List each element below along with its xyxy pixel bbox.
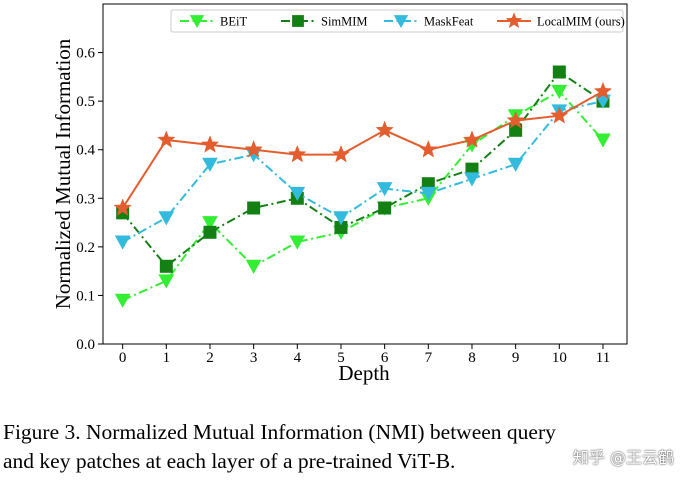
watermark: 知乎 @王云鹤 (572, 448, 674, 467)
legend-marker (189, 15, 205, 28)
x-tick-label: 5 (337, 350, 345, 366)
legend-label: SimMIM (321, 15, 368, 29)
legend-marker (292, 15, 304, 27)
data-point (595, 133, 611, 148)
x-axis-label: Depth (338, 361, 390, 385)
x-tick-label: 11 (596, 350, 610, 366)
y-tick-label: 0.0 (76, 337, 95, 353)
x-tick-label: 10 (552, 350, 567, 366)
data-point (552, 65, 566, 79)
data-point (245, 259, 262, 274)
series-line (122, 100, 604, 243)
data-point (202, 216, 218, 231)
data-point (550, 106, 569, 124)
data-point (113, 198, 132, 216)
legend-label: LocalMIM (ours) (537, 15, 625, 29)
series-line (121, 90, 604, 209)
series-line (121, 70, 604, 268)
data-point (376, 182, 393, 197)
y-tick-label: 0.1 (76, 288, 95, 304)
data-point (158, 211, 175, 226)
figure-caption: Figure 3. Normalized Mutual Information … (3, 418, 687, 476)
data-point (203, 225, 217, 239)
x-tick-label: 0 (119, 350, 127, 366)
legend-marker (505, 12, 523, 29)
y-tick-label: 0.4 (76, 143, 95, 159)
y-tick-label: 0.2 (76, 240, 95, 256)
data-point (202, 157, 218, 172)
plot-area (102, 3, 628, 345)
legend-entry: LocalMIM (ours) (497, 12, 625, 29)
axis-ticks: 0 1 2 3 4 5 6 7 8 9 10 11 0.0 0.1 0.2 0.3 0.4 0.5 0.6 (76, 46, 610, 366)
x-tick-label: 4 (294, 350, 302, 366)
x-tick-label: 1 (163, 350, 171, 366)
legend-entry: SimMIM (281, 15, 368, 29)
y-tick-label: 0.3 (76, 191, 95, 207)
data-point (593, 81, 613, 100)
y-axis-label: Normalized Mutual Information (51, 38, 75, 309)
legend: BEiT SimMIM MaskFeat LocalMIM (ours) (170, 9, 625, 33)
data-point (462, 130, 482, 148)
x-tick-label: 3 (250, 350, 258, 366)
caption-line-1: Figure 3. Normalized Mutual Information … (3, 420, 556, 444)
data-point (551, 84, 568, 100)
legend-label: MaskFeat (424, 15, 474, 29)
data-point (157, 130, 176, 148)
data-point (288, 144, 307, 163)
nmi-line-chart: 0 1 2 3 4 5 6 7 8 9 10 11 0.0 0.1 0.2 0.3 0.4 0.5 0.6 Dept… (51, 3, 628, 385)
data-point (289, 235, 306, 250)
data-point (507, 157, 524, 172)
data-point (331, 144, 351, 163)
data-point (158, 274, 175, 289)
data-point (114, 293, 131, 308)
data-point (375, 120, 394, 139)
x-tick-label: 6 (381, 350, 389, 366)
y-tick-label: 0.6 (76, 46, 95, 62)
data-point (247, 201, 261, 215)
data-point (200, 135, 220, 153)
caption-line-2: and key patches at each layer of a pre-t… (3, 449, 456, 473)
legend-entry: MaskFeat (384, 15, 474, 29)
y-tick-label: 0.5 (76, 94, 95, 110)
x-tick-label: 9 (512, 350, 520, 366)
data-point (289, 186, 306, 202)
x-tick-label: 8 (468, 350, 476, 366)
series-maskfeat (114, 94, 611, 250)
series-localmim-ours (113, 81, 613, 216)
data-point (378, 201, 392, 215)
x-tick-label: 2 (206, 350, 214, 366)
legend-label: BEiT (220, 15, 247, 29)
data-point (420, 186, 437, 202)
data-point (333, 211, 349, 226)
series-simmim (116, 65, 610, 273)
legend-marker (393, 15, 409, 28)
data-point (244, 139, 263, 158)
data-point (114, 235, 131, 250)
data-point (419, 140, 438, 158)
data-point (506, 110, 525, 129)
plot-frame (102, 3, 628, 345)
x-tick-label: 7 (425, 350, 433, 366)
data-point (464, 172, 480, 187)
series-line (122, 90, 604, 302)
legend-entry: BEiT (180, 15, 247, 29)
data-point (159, 259, 173, 273)
